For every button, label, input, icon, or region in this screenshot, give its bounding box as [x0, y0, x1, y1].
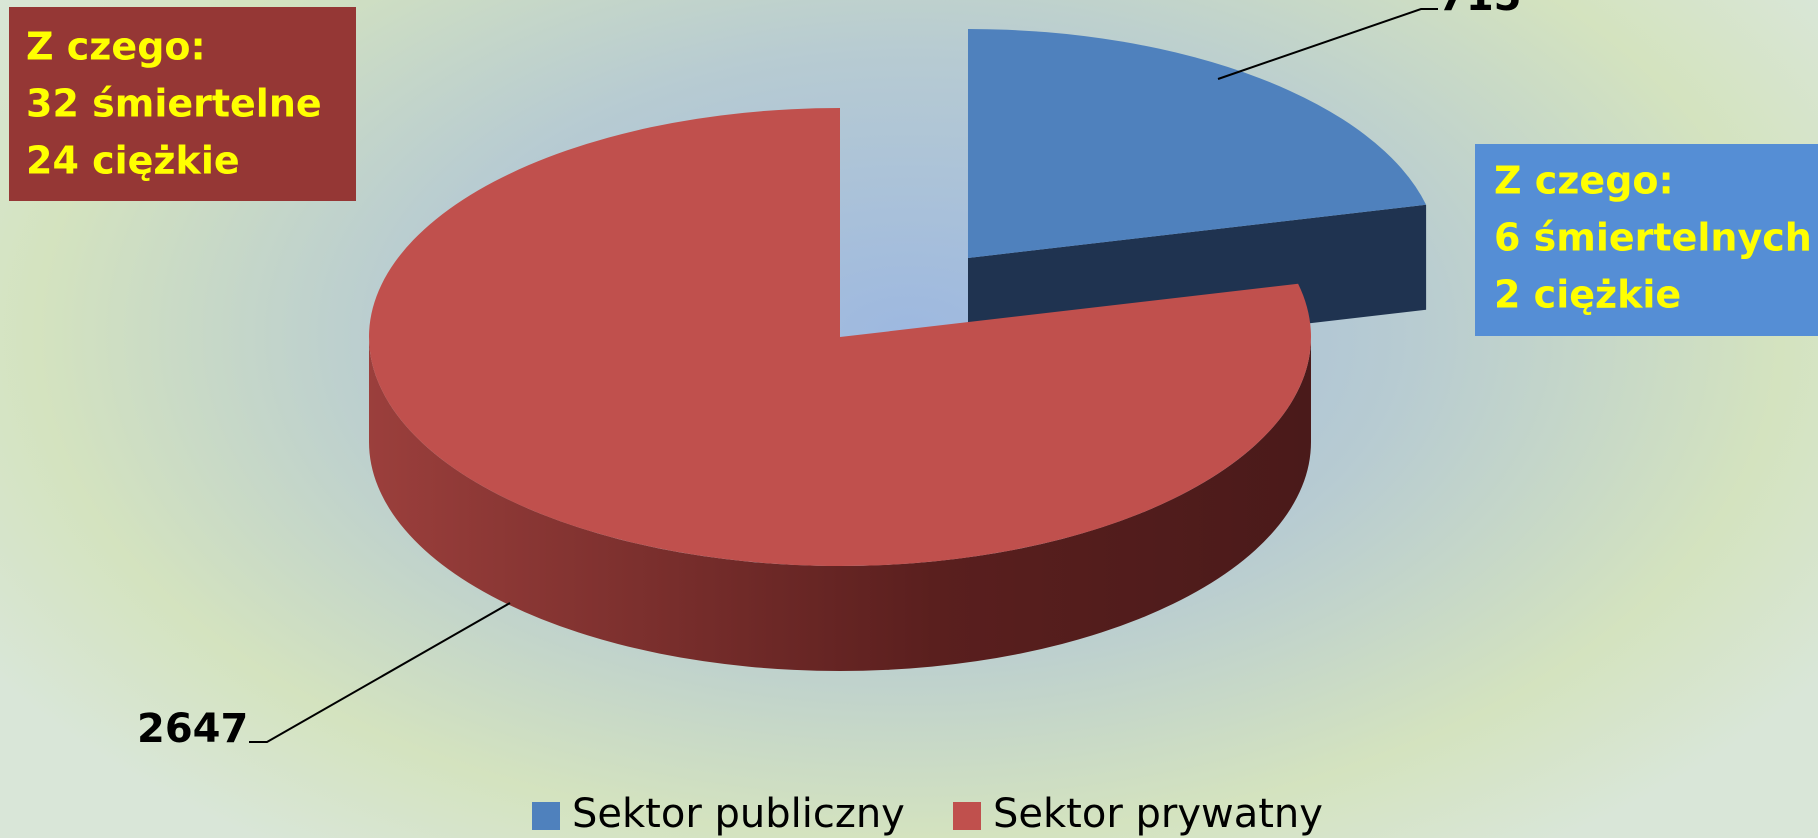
annotation-box: [9, 7, 356, 201]
legend-swatch: [532, 802, 560, 830]
annotation-box: [1475, 144, 1818, 336]
annotation-text: Z czego:: [26, 25, 206, 69]
slice-side: [369, 337, 1311, 671]
annotation-text: 32 śmiertelne: [26, 82, 322, 126]
legend-label: Sektor prywatny: [993, 791, 1323, 837]
legend-swatch: [953, 802, 981, 830]
pie-slice: [369, 108, 1312, 567]
data-label: 715: [1438, 0, 1522, 20]
annotation-text: Z czego:: [1494, 159, 1674, 203]
legend-label: Sektor publiczny: [572, 791, 905, 837]
pie-slice: [968, 29, 1427, 258]
data-label: 2647: [137, 706, 248, 752]
leader-line: [249, 602, 511, 743]
annotation-text: 2 ciężkie: [1494, 273, 1681, 317]
legend: Sektor publiczny Sektor prywatny: [532, 791, 1323, 837]
annotations: Z czego: 32 śmiertelne 24 ciężkie Z czego: 6…: [9, 7, 1818, 336]
leader-line: [1217, 8, 1438, 80]
annotation-text: 6 śmiertelnych: [1494, 216, 1812, 260]
annotation-text: 24 ciężkie: [26, 139, 240, 183]
pie: [369, 29, 1427, 671]
